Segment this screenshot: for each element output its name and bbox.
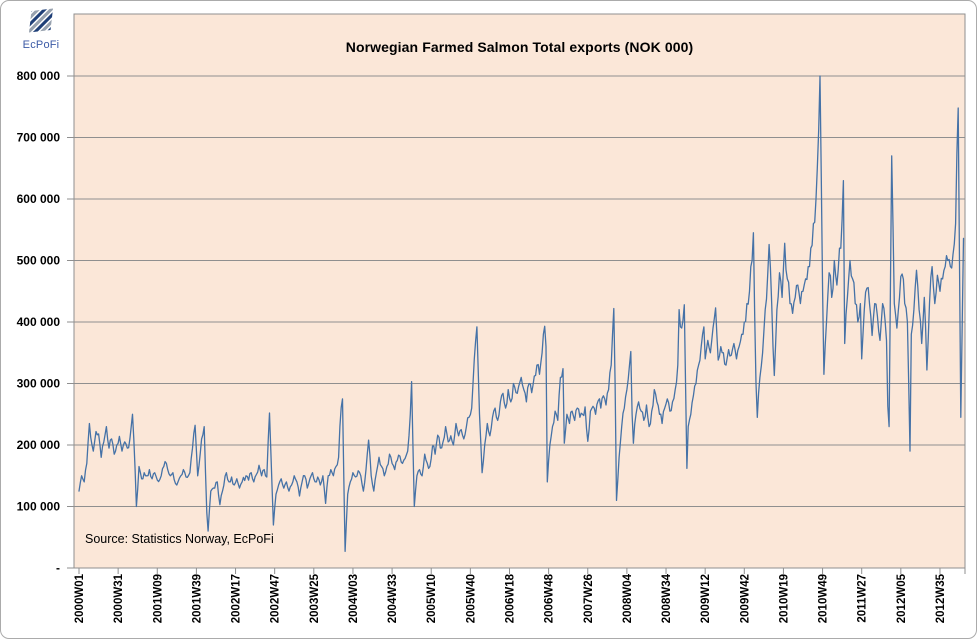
x-axis-tick-label: 2006W48	[544, 573, 556, 623]
x-axis-tick-label: 2008W04	[622, 573, 634, 623]
x-axis-tick-label: 2005W10	[426, 574, 438, 623]
y-axis-tick-label: 700 000	[17, 131, 61, 145]
y-axis-tick-label: 400 000	[17, 315, 61, 329]
x-axis-tick-label: 2005W40	[465, 574, 477, 623]
x-axis-tick-label: 2008W34	[661, 573, 673, 623]
x-axis-tick-label: 2011W27	[857, 574, 869, 623]
x-axis-tick-label: 2003W25	[309, 573, 321, 623]
x-axis-tick-label: 2002W47	[270, 574, 282, 623]
y-axis-tick-label: 500 000	[17, 254, 61, 268]
x-axis-tick-label: 2012W05	[896, 573, 908, 623]
x-axis-tick-label: 2010W49	[818, 574, 830, 623]
y-axis-tick-label: 100 000	[17, 500, 61, 514]
x-axis-tick-label: 2002W17	[231, 574, 243, 623]
x-axis-tick-label: 2004W03	[348, 574, 360, 623]
x-axis-tick-label: 2000W01	[74, 573, 86, 623]
x-axis-tick-label: 2007W26	[583, 574, 595, 623]
plot-border	[73, 13, 966, 569]
y-axis-tick-label: 600 000	[17, 192, 61, 206]
x-axis-tick-label: 2009W12	[700, 574, 712, 623]
source-note: Source: Statistics Norway, EcPoFi	[85, 532, 274, 546]
chart-title: Norwegian Farmed Salmon Total exports (N…	[345, 39, 694, 55]
y-axis-tick-label: 200 000	[17, 438, 61, 452]
x-axis-tick-label: 2006W18	[504, 573, 516, 623]
plot-background	[74, 14, 965, 568]
x-axis-tick-label: 2004W33	[387, 574, 399, 623]
line-series	[78, 75, 965, 553]
ecpofi-logo-text: EcPoFi	[22, 39, 60, 51]
y-axis-tick-label: 300 000	[17, 377, 61, 391]
x-axis-tick-label: 2000W31	[113, 573, 125, 623]
y-axis-tick-label: 800 000	[17, 69, 61, 83]
x-axis-tick-label: 2010W19	[778, 574, 790, 623]
x-axis-tick-label: 2001W39	[191, 574, 203, 623]
y-axis-tick-label: -	[56, 561, 60, 575]
x-axis-tick-label: 2009W42	[739, 574, 751, 623]
x-axis-tick-label: 2012W35	[935, 573, 947, 623]
x-axis-tick-label: 2001W09	[152, 574, 164, 623]
